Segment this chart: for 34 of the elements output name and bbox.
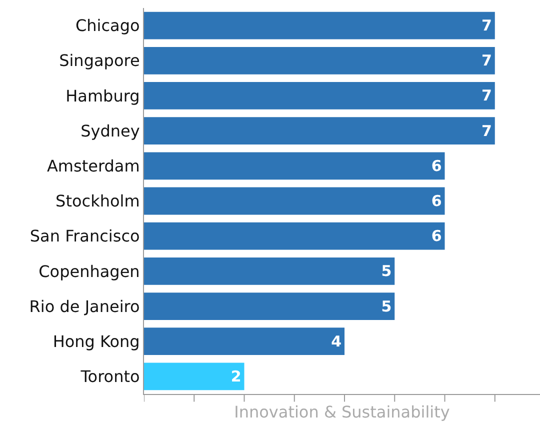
data-label: 5: [381, 262, 392, 280]
y-tick-label: Hamburg: [66, 86, 140, 106]
bar: [144, 12, 495, 40]
data-label: 4: [331, 332, 342, 350]
y-tick-label: Toronto: [80, 367, 140, 386]
x-axis-title: Innovation & Sustainability: [234, 402, 450, 422]
data-label: 6: [431, 192, 442, 210]
data-label: 6: [431, 156, 442, 175]
bar: [144, 362, 244, 390]
bar: [144, 222, 445, 250]
data-label: 7: [481, 122, 492, 140]
bar: [144, 152, 445, 180]
bar: [144, 258, 395, 285]
y-tick-label: Amsterdam: [46, 156, 140, 176]
y-tick-label: San Francisco: [30, 226, 140, 246]
bar: [144, 328, 345, 356]
y-tick-label: Copenhagen: [38, 262, 140, 281]
y-tick-label: Chicago: [75, 16, 140, 36]
y-tick-label: Stockholm: [56, 192, 140, 211]
y-tick-label: Hong Kong: [52, 332, 140, 351]
bar: [144, 187, 445, 215]
data-label: 2: [230, 367, 242, 386]
bar: [144, 46, 495, 74]
data-label: 7: [481, 86, 492, 105]
y-tick-label: Singapore: [59, 51, 140, 70]
y-tick-label: Sydney: [80, 121, 140, 140]
bar: [144, 292, 395, 320]
data-label: 5: [381, 297, 392, 316]
data-label: 6: [431, 227, 442, 246]
bar: [144, 117, 495, 144]
data-label: 7: [481, 52, 492, 70]
bar: [144, 82, 495, 110]
y-tick-label: Rio de Janeiro: [29, 296, 140, 316]
data-label: 7: [481, 16, 492, 35]
